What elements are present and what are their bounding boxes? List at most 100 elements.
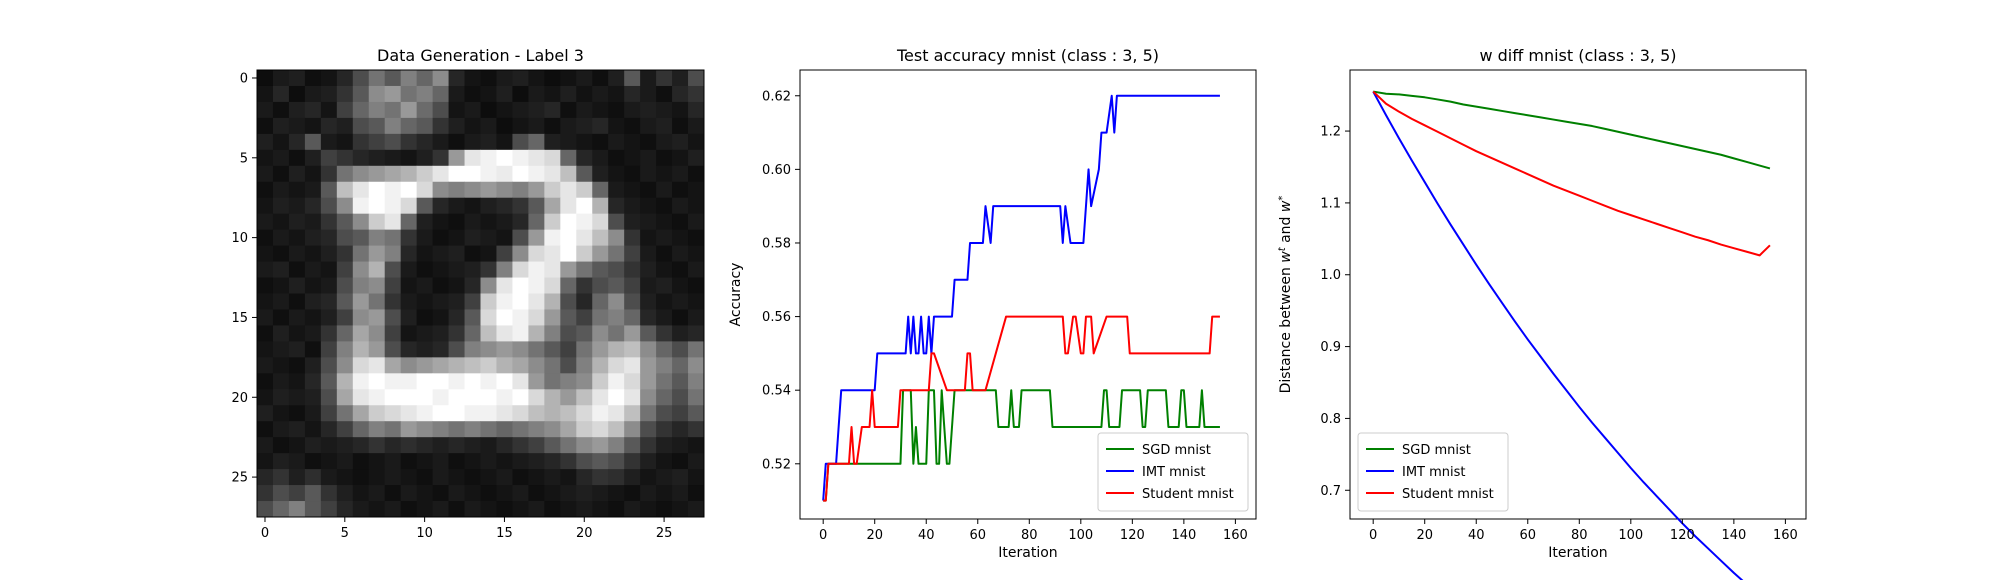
heatmap-cell: [656, 325, 673, 342]
heatmap-cell: [352, 133, 370, 151]
heatmap-cell: [416, 453, 434, 470]
heatmap-cell: [304, 485, 322, 502]
heatmap-cell: [544, 325, 561, 342]
heatmap-cell: [288, 293, 306, 310]
heatmap-cell: [336, 197, 354, 215]
heatmap-cell: [257, 70, 274, 87]
heatmap-cell: [336, 261, 354, 279]
heatmap-cell: [528, 341, 545, 358]
heatmap-cell: [480, 229, 497, 247]
heatmap-cell: [528, 309, 545, 326]
heatmap-cell: [512, 277, 529, 294]
heatmap-cell: [400, 133, 418, 151]
heatmap-cell: [544, 405, 561, 422]
heatmap-cell: [464, 245, 481, 263]
heatmap-cell: [512, 309, 529, 326]
heatmap-cell: [560, 373, 577, 390]
heatmap-cell: [448, 421, 466, 438]
y-tick-label: 0.58: [762, 236, 791, 251]
heatmap-cell: [688, 309, 705, 326]
heatmap-cell: [400, 405, 418, 422]
heatmap-cell: [592, 341, 609, 358]
heatmap-cell: [320, 485, 338, 502]
heatmap-cell: [368, 245, 386, 263]
heatmap-cell: [400, 373, 418, 390]
heatmap-cell: [352, 293, 370, 310]
heatmap-cell: [448, 405, 466, 422]
heatmap-cell: [656, 101, 673, 119]
heatmap-cell: [448, 325, 466, 342]
heatmap-cell: [672, 261, 689, 279]
heatmap-cell: [288, 197, 306, 215]
heatmap-cell: [368, 277, 386, 294]
heatmap-cell: [624, 197, 641, 215]
legend-entry: IMT mnist: [1142, 465, 1206, 480]
heatmap-cell: [624, 117, 641, 135]
heatmap-cell: [257, 117, 274, 135]
heatmap-cell: [320, 421, 338, 438]
heatmap-cell: [416, 437, 434, 454]
heatmap-cell: [544, 133, 561, 151]
heatmap-cell: [336, 229, 354, 247]
heatmap-cell: [464, 213, 481, 231]
heatmap-cell: [528, 165, 545, 183]
heatmap-cell: [352, 149, 370, 167]
heatmap-cell: [464, 325, 481, 342]
heatmap-cell: [560, 181, 577, 199]
heatmap-cell: [512, 501, 529, 518]
heatmap-cell: [368, 149, 386, 167]
heatmap-cell: [560, 309, 577, 326]
heatmap-cell: [544, 261, 561, 279]
heatmap-cell: [400, 357, 418, 374]
heatmap-cell: [560, 261, 577, 279]
heatmap-cell: [416, 485, 434, 502]
heatmap-cell: [416, 293, 434, 310]
heatmap-cell: [448, 357, 466, 374]
heatmap-cell: [304, 357, 322, 374]
heatmap-cell: [480, 149, 497, 167]
y-tick-label: 5: [240, 151, 248, 166]
heatmap-cell: [288, 213, 306, 231]
heatmap-cell: [528, 117, 545, 135]
heatmap-cell: [688, 149, 705, 167]
y-axis-label: Accuracy: [728, 263, 744, 327]
heatmap-cell: [544, 309, 561, 326]
heatmap-cell: [528, 197, 545, 215]
heatmap-cell: [576, 501, 593, 518]
heatmap-cell: [576, 245, 593, 263]
heatmap-cell: [656, 453, 673, 470]
heatmap-cell: [272, 389, 290, 406]
heatmap-cell: [688, 357, 705, 374]
heatmap-cell: [257, 453, 274, 470]
heatmap-cell: [288, 229, 306, 247]
heatmap-cell: [496, 85, 513, 103]
heatmap-cell: [560, 101, 577, 119]
x-tick-label: 15: [496, 526, 513, 541]
heatmap-cell: [464, 181, 481, 199]
heatmap-cell: [512, 229, 529, 247]
heatmap-cell: [464, 453, 481, 470]
heatmap-cell: [576, 277, 593, 294]
x-tick-label: 0: [261, 526, 269, 541]
heatmap-cell: [288, 325, 306, 342]
heatmap-cell: [352, 421, 370, 438]
heatmap-cell: [304, 389, 322, 406]
heatmap-cell: [544, 453, 561, 470]
heatmap-cell: [672, 453, 689, 470]
heatmap-cell: [528, 70, 545, 87]
heatmap-cell: [272, 277, 290, 294]
heatmap-cell: [352, 389, 370, 406]
heatmap-cell: [272, 133, 290, 151]
heatmap-cell: [288, 101, 306, 119]
heatmap-cell: [672, 389, 689, 406]
heatmap-cell: [624, 469, 641, 486]
heatmap-cell: [400, 70, 418, 87]
heatmap-cell: [400, 389, 418, 406]
heatmap-cell: [432, 341, 450, 358]
heatmap-cell: [624, 245, 641, 263]
heatmap-cell: [688, 197, 705, 215]
heatmap-cell: [496, 357, 513, 374]
heatmap-cell: [672, 101, 689, 119]
heatmap-cell: [432, 261, 450, 279]
heatmap-cell: [304, 405, 322, 422]
